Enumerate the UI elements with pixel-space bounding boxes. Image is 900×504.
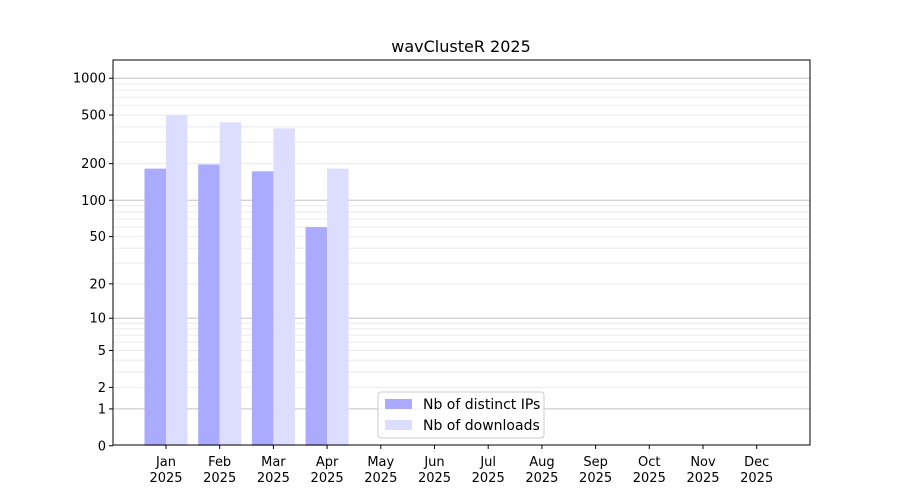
x-tick-year: 2025 [149, 471, 182, 486]
bar-ips [198, 164, 220, 446]
y-axis: 0 1 2 5 10 20 50 100 200 500 1000 [73, 72, 113, 454]
x-tick-label: Dec [744, 455, 769, 470]
y-tick-label: 20 [89, 277, 106, 292]
x-tick-year: 2025 [418, 471, 451, 486]
y-tick-label: 0 [98, 439, 106, 454]
y-tick-label: 1000 [73, 72, 106, 87]
x-tick-label: Apr [316, 455, 339, 470]
x-tick-year: 2025 [686, 471, 719, 486]
y-tick-label: 2 [98, 381, 106, 396]
bar-ips [305, 227, 328, 446]
legend-label-downloads: Nb of downloads [423, 418, 540, 434]
bar-downloads [273, 128, 295, 446]
x-tick-year: 2025 [472, 471, 505, 486]
bar-ips [251, 171, 274, 446]
x-tick-year: 2025 [311, 471, 344, 486]
x-tick-year: 2025 [203, 471, 236, 486]
x-tick-year: 2025 [525, 471, 558, 486]
y-tick-label: 10 [89, 312, 106, 327]
x-tick-label: Mar [261, 455, 286, 470]
x-tick-label: Aug [529, 455, 554, 470]
x-axis: Jan2025Feb2025Mar2025Apr2025May2025Jun20… [149, 445, 773, 486]
x-tick-label: Nov [690, 455, 716, 470]
y-tick-label: 1 [98, 402, 106, 417]
y-tick-label: 500 [81, 109, 106, 124]
x-tick-label: Jun [423, 455, 444, 470]
y-tick-label: 5 [98, 344, 106, 359]
x-tick-year: 2025 [257, 471, 290, 486]
x-tick-year: 2025 [633, 471, 666, 486]
bar-downloads [327, 168, 349, 446]
legend: Nb of distinct IPs Nb of downloads [377, 391, 545, 439]
x-tick-year: 2025 [364, 471, 397, 486]
x-tick-label: Jan [155, 455, 176, 470]
bars [144, 115, 349, 446]
y-tick-label: 50 [89, 230, 106, 245]
legend-swatch-ips [385, 399, 412, 409]
x-tick-year: 2025 [740, 471, 773, 486]
plot-frame [112, 59, 811, 446]
bar-downloads [166, 115, 188, 446]
x-tick-year: 2025 [579, 471, 612, 486]
x-tick-label: May [367, 455, 394, 470]
chart-title: wavClusteR 2025 [391, 37, 531, 56]
bar-downloads [219, 122, 242, 446]
legend-label-ips: Nb of distinct IPs [423, 397, 540, 413]
x-tick-label: Oct [638, 455, 660, 470]
y-tick-label: 100 [81, 194, 106, 209]
x-tick-label: Feb [208, 455, 231, 470]
legend-swatch-downloads [385, 420, 412, 430]
y-tick-label: 200 [81, 157, 106, 172]
bar-ips [144, 168, 166, 446]
x-tick-label: Jul [479, 455, 496, 470]
x-tick-label: Sep [583, 455, 608, 470]
